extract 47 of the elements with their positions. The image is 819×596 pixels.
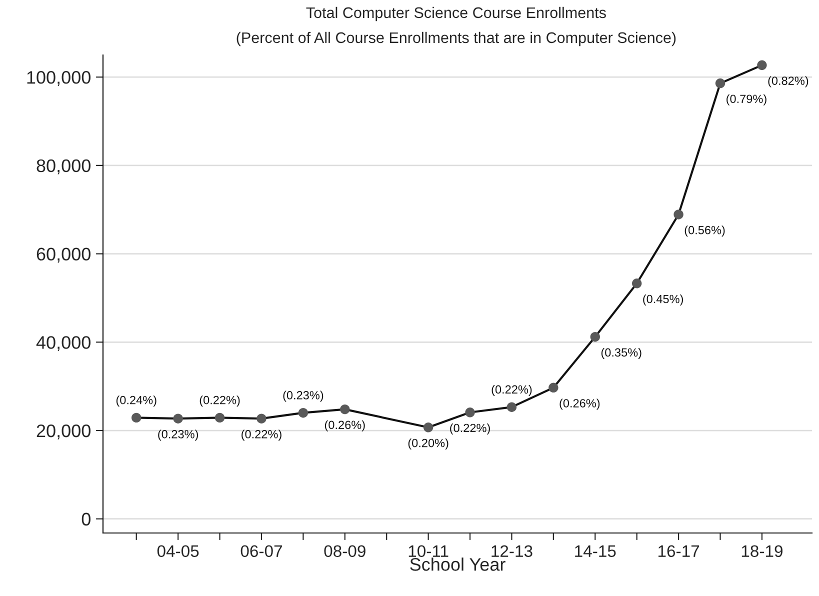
- point: [132, 412, 142, 423]
- annotation: (0.22%): [242, 430, 282, 441]
- x-axis-title: School Year: [410, 558, 506, 571]
- point: [757, 60, 767, 70]
- annotation: (0.35%): [601, 348, 642, 359]
- annotation: (0.45%): [643, 294, 683, 306]
- annotation: (0.26%): [560, 398, 600, 410]
- point: [465, 408, 475, 418]
- point: [423, 422, 434, 432]
- point: [715, 78, 726, 88]
- point: [548, 382, 558, 393]
- point: [674, 210, 684, 220]
- x-tick-label: 08-09: [324, 545, 366, 558]
- annotation: (0.23%): [283, 390, 324, 402]
- x-tick-label: 14-15: [575, 545, 616, 558]
- point: [173, 414, 183, 424]
- point: [590, 332, 600, 342]
- annotation: (0.79%): [726, 94, 766, 106]
- annotation: (0.56%): [684, 226, 725, 237]
- point: [506, 402, 517, 412]
- annotation: (0.24%): [116, 396, 156, 407]
- y-tick-label: 40,000: [36, 336, 90, 352]
- y-tick-label: 60,000: [36, 248, 90, 263]
- y-tick-label: 0: [82, 512, 90, 526]
- y-tick-label: 20,000: [36, 424, 90, 440]
- y-tick-label: 100,000: [27, 71, 90, 86]
- y-tick-label: 80,000: [36, 159, 90, 174]
- x-tick-label: 04-05: [157, 545, 199, 558]
- chart-title: Total Computer Science Course Enrollments: [306, 6, 606, 22]
- annotation: (0.22%): [450, 424, 490, 435]
- point: [632, 278, 642, 288]
- x-tick-label: 18-19: [742, 545, 782, 558]
- annotation: (0.82%): [768, 76, 808, 88]
- point: [256, 414, 266, 424]
- x-tick-label: 06-07: [240, 545, 282, 558]
- point: [298, 408, 308, 418]
- point: [214, 412, 225, 423]
- x-tick-label: 10-11: [408, 545, 448, 558]
- x-tick-label: 12-13: [492, 545, 532, 558]
- chart-subtitle: (Percent of All Course Enrollments that are in Computer Science): [236, 32, 676, 46]
- annotation: (0.23%): [158, 430, 198, 441]
- point: [340, 404, 350, 414]
- annotation: (0.22%): [200, 396, 240, 407]
- annotation: (0.20%): [408, 438, 448, 450]
- annotation: (0.22%): [492, 384, 532, 396]
- x-tick-label: 16-17: [658, 545, 700, 558]
- annotation: (0.26%): [324, 420, 365, 432]
